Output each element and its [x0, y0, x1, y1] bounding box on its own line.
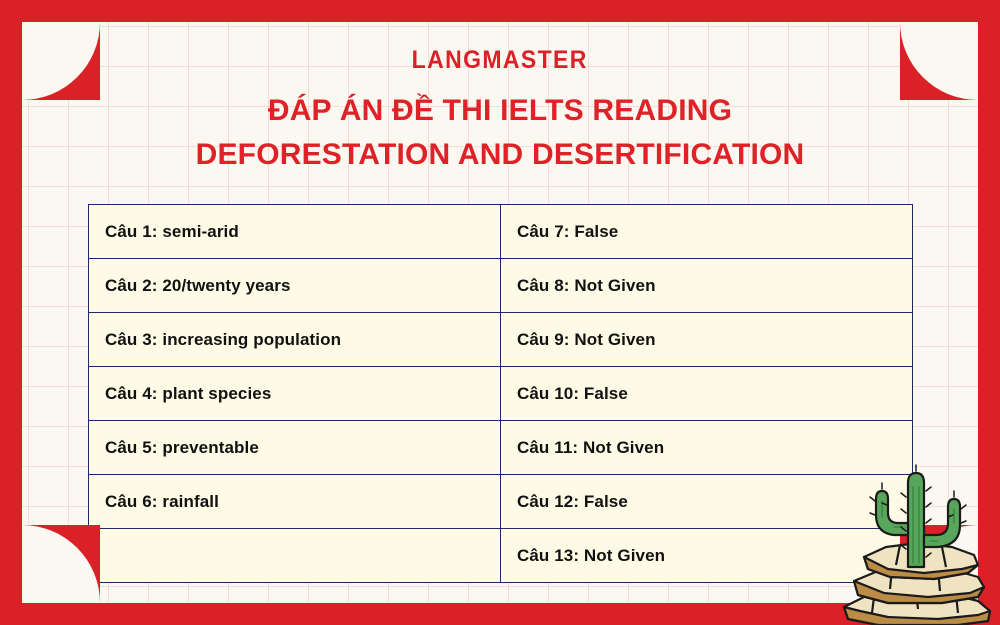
answer-cell-right: Câu 8: Not Given: [500, 258, 913, 313]
answer-cell-right: Câu 11: Not Given: [500, 420, 913, 475]
table-row: Câu 1: semi-arid Câu 7: False: [88, 204, 913, 259]
answer-cell-right: Câu 12: False: [500, 474, 913, 529]
answer-table-body: Câu 1: semi-arid Câu 7: False Câu 2: 20/…: [88, 204, 913, 583]
page-title-line-1: ĐÁP ÁN ĐỀ THI IELTS READING: [267, 94, 733, 127]
page-title: ĐÁP ÁN ĐỀ THI IELTS READING DEFORESTATIO…: [62, 90, 938, 176]
answer-cell-left: Câu 2: 20/twenty years: [88, 258, 501, 313]
paper-sheet: LANGMASTER ĐÁP ÁN ĐỀ THI IELTS READING D…: [22, 22, 978, 603]
page-title-line-2: DEFORESTATION AND DESERTIFICATION: [195, 138, 805, 171]
brand-logo: LANGMASTER: [22, 46, 978, 75]
answer-cell-right: Câu 13: Not Given: [500, 528, 913, 583]
answer-cell-right: Câu 10: False: [500, 366, 913, 421]
answer-cell-left: Câu 4: plant species: [88, 366, 501, 421]
answer-cell-right: Câu 7: False: [500, 204, 913, 259]
corner-wedge-bottom-left: [22, 525, 100, 603]
table-row: Câu 6: rainfall Câu 12: False: [88, 474, 913, 529]
corner-wedge-top-left: [22, 22, 100, 100]
table-row: Câu 5: preventable Câu 11: Not Given: [88, 420, 913, 475]
table-row: Câu 2: 20/twenty years Câu 8: Not Given: [88, 258, 913, 313]
answer-cell-left: [88, 528, 501, 583]
answer-cell-left: Câu 5: preventable: [88, 420, 501, 475]
brand-logo-text: LANGMASTER: [411, 46, 589, 74]
answer-table: Câu 1: semi-arid Câu 7: False Câu 2: 20/…: [88, 204, 913, 583]
table-row: Câu 13: Not Given: [88, 528, 913, 583]
corner-wedge-bottom-right: [900, 525, 978, 603]
answer-cell-left: Câu 3: increasing population: [88, 312, 501, 367]
table-row: Câu 4: plant species Câu 10: False: [88, 366, 913, 421]
corner-wedge-top-right: [900, 22, 978, 100]
answer-cell-left: Câu 6: rainfall: [88, 474, 501, 529]
table-row: Câu 3: increasing population Câu 9: Not …: [88, 312, 913, 367]
answer-cell-left: Câu 1: semi-arid: [88, 204, 501, 259]
answer-cell-right: Câu 9: Not Given: [500, 312, 913, 367]
